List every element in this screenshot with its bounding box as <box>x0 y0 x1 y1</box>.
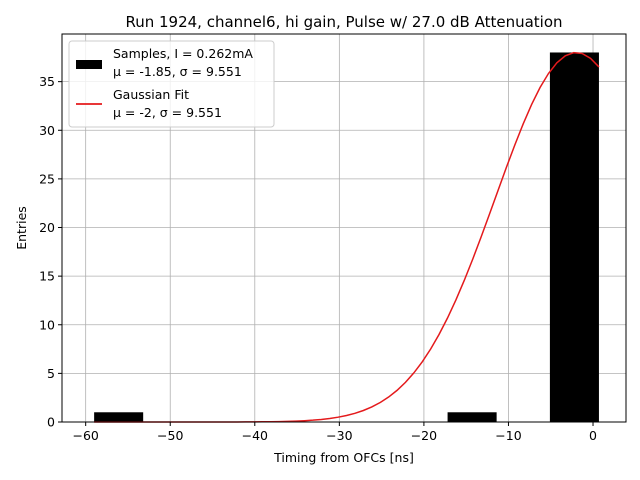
legend-fit-stats: μ = -2, σ = 9.551 <box>113 105 222 120</box>
legend: Samples, I = 0.262mA μ = -1.85, σ = 9.55… <box>68 40 275 128</box>
x-tick-label: −50 <box>157 428 183 443</box>
y-axis-label: Entries <box>14 206 29 250</box>
y-tick-label: 10 <box>39 317 55 332</box>
x-tick-label: 0 <box>589 428 597 443</box>
y-tick-label: 25 <box>39 171 55 186</box>
y-tick-label: 20 <box>39 220 55 235</box>
y-tick-label: 0 <box>47 415 55 430</box>
chart-title: Run 1924, channel6, hi gain, Pulse w/ 27… <box>125 13 562 31</box>
histogram-bar <box>447 412 497 422</box>
legend-samples-stats: μ = -1.85, σ = 9.551 <box>113 64 242 79</box>
legend-box <box>68 40 275 128</box>
y-tick-label: 35 <box>39 74 55 89</box>
x-tick-label: −20 <box>411 428 437 443</box>
x-axis-label: Timing from OFCs [ns] <box>273 450 414 465</box>
histogram-bar <box>94 412 144 422</box>
x-tick-label: −10 <box>495 428 521 443</box>
x-axis-ticks: −60 −50 −40 −30 −20 −10 0 <box>72 422 597 443</box>
legend-samples-swatch <box>76 60 102 69</box>
y-axis-ticks: 0 5 10 15 20 25 30 35 <box>39 74 62 430</box>
x-tick-label: −60 <box>72 428 98 443</box>
histogram-bars <box>94 52 599 422</box>
x-tick-label: −30 <box>326 428 352 443</box>
legend-samples-label: Samples, I = 0.262mA <box>113 46 253 61</box>
x-tick-label: −40 <box>242 428 268 443</box>
legend-fit-label: Gaussian Fit <box>113 87 189 102</box>
y-tick-label: 15 <box>39 269 55 284</box>
y-tick-label: 30 <box>39 123 55 138</box>
histogram-bar <box>549 52 599 422</box>
y-tick-label: 5 <box>47 366 55 381</box>
